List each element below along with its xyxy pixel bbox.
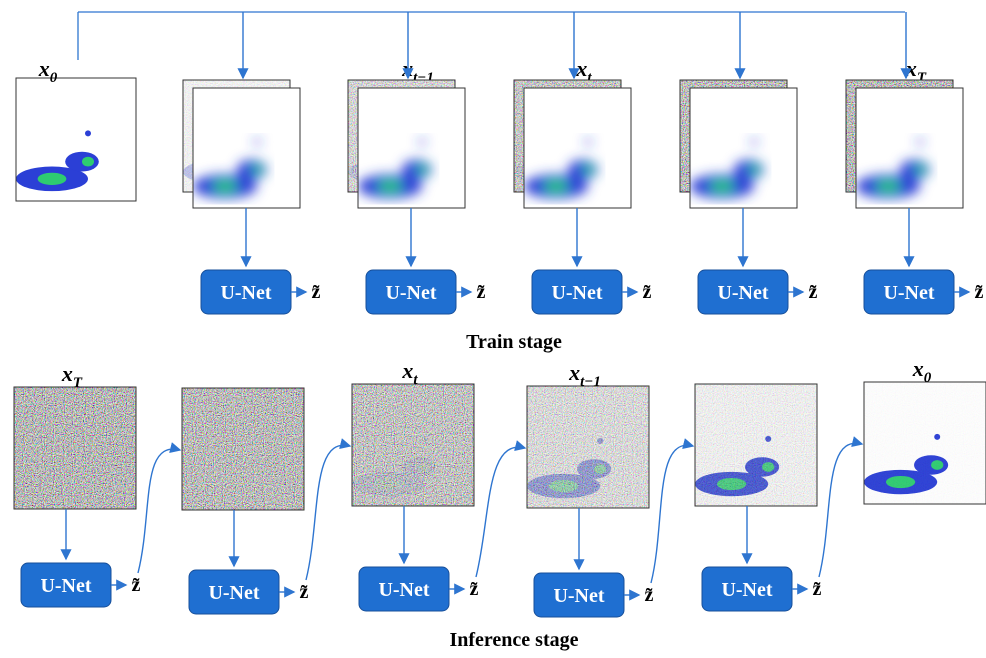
image-panel — [856, 88, 963, 208]
output-label: z̃ — [645, 584, 654, 606]
image-panel — [16, 78, 136, 201]
output-label: z̃ — [975, 281, 984, 303]
unet-label: U-Net — [220, 282, 271, 304]
image-panel — [864, 382, 986, 504]
blob — [709, 180, 735, 192]
image-panel — [352, 384, 474, 506]
label-symbol: x — [401, 358, 413, 383]
label-subscript: t−1 — [580, 374, 601, 390]
label-symbol: x — [575, 56, 587, 81]
blob — [419, 139, 425, 145]
arrow — [306, 445, 350, 580]
label-symbol: x — [912, 356, 924, 381]
output-label: z̃ — [643, 281, 652, 303]
image-panel — [524, 88, 631, 208]
unet-label: U-Net — [208, 582, 259, 604]
stage-label: Inference stage — [449, 629, 578, 651]
noise — [14, 387, 136, 509]
image-panel — [695, 384, 817, 506]
label-symbol: x — [905, 56, 917, 81]
noise — [527, 386, 649, 508]
noise — [352, 384, 474, 506]
image-panel — [527, 386, 649, 508]
blob — [38, 173, 67, 185]
image-panel — [14, 387, 136, 509]
output-label: z̃ — [477, 281, 486, 303]
unet-label: U-Net — [553, 585, 604, 607]
label-symbol: x — [568, 360, 580, 385]
blob — [254, 139, 260, 145]
unet-label: U-Net — [717, 282, 768, 304]
label-symbol: x — [61, 361, 73, 386]
blob — [583, 165, 594, 175]
arrow — [476, 447, 525, 577]
arrow — [819, 443, 862, 577]
blob — [252, 165, 263, 175]
image-panel — [690, 88, 797, 208]
output-label: z̃ — [813, 578, 822, 600]
arrow — [138, 449, 180, 573]
noise — [864, 382, 986, 504]
blob — [749, 165, 760, 175]
unet-label: U-Net — [40, 575, 91, 597]
diffusion-diagram: Train stage Inference stage x0xt−1xtxTU-… — [0, 0, 986, 658]
output-label: z̃ — [470, 578, 479, 600]
unet-label: U-Net — [883, 282, 934, 304]
output-label: z̃ — [132, 574, 141, 596]
label-subscript: 0 — [50, 70, 58, 86]
blob — [915, 165, 926, 175]
blob — [377, 180, 403, 192]
image-panel — [182, 388, 304, 510]
stage-label: Train stage — [466, 331, 562, 353]
unet-label: U-Net — [551, 282, 602, 304]
unet-label: U-Net — [385, 282, 436, 304]
noise — [182, 388, 304, 510]
image-panel — [193, 88, 300, 208]
blob — [585, 139, 591, 145]
unet-label: U-Net — [721, 579, 772, 601]
blob — [212, 180, 238, 192]
noise — [695, 384, 817, 506]
blob — [417, 165, 428, 175]
label-subscript: T — [73, 375, 83, 391]
blob — [543, 180, 569, 192]
output-label: z̃ — [300, 581, 309, 603]
blob — [82, 157, 94, 167]
output-label: z̃ — [809, 281, 818, 303]
blob — [751, 139, 757, 145]
blob — [917, 139, 923, 145]
unet-label: U-Net — [378, 579, 429, 601]
blob — [875, 180, 901, 192]
label-symbol: x — [38, 56, 50, 81]
arrow — [651, 445, 693, 583]
image-panel — [358, 88, 465, 208]
label-symbol: x — [401, 56, 413, 81]
output-label: z̃ — [312, 281, 321, 303]
blob — [85, 130, 91, 136]
label-subscript: 0 — [924, 370, 932, 386]
